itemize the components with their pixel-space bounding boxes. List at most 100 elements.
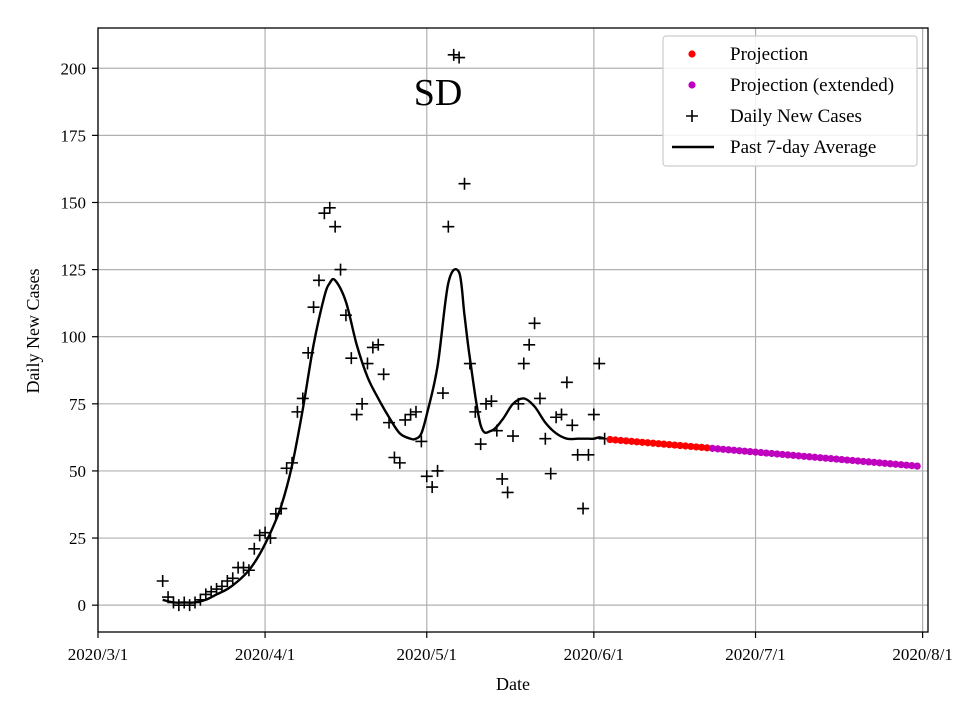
data-point [356, 397, 369, 410]
legend-label: Projection [730, 44, 809, 65]
data-point [875, 459, 884, 467]
data-point [622, 437, 630, 445]
legend-item: Past 7-day Average [672, 137, 876, 158]
axis-ticks: 2020/3/1 2020/4/1 2020/5/1 2020/6/1 2020/7/1… [61, 59, 953, 664]
data-point [881, 459, 889, 467]
data-point [789, 451, 797, 459]
data-point [490, 424, 503, 437]
data-point [183, 599, 196, 612]
data-point [560, 376, 573, 389]
data-point [178, 596, 191, 609]
y-tick-label: 25 [69, 529, 86, 548]
data-point [768, 449, 776, 458]
legend-box [662, 35, 918, 167]
data-point [892, 460, 900, 468]
x-tick-label: 2020/8/1 [892, 645, 952, 664]
data-point [539, 432, 552, 445]
data-point [795, 452, 803, 460]
data-point [501, 486, 514, 499]
data-point [388, 451, 401, 464]
data-point [480, 397, 493, 410]
data-point [660, 440, 668, 448]
data-point [773, 450, 781, 458]
data-point [210, 583, 223, 596]
data-point [703, 444, 711, 452]
data-point [226, 572, 239, 585]
data-point [681, 442, 690, 450]
data-point [587, 408, 600, 421]
series-projection-extended [708, 444, 921, 470]
data-point [724, 446, 733, 454]
data-point [162, 591, 175, 604]
data-point [329, 220, 342, 233]
y-tick-label: 50 [69, 462, 86, 481]
data-point [665, 441, 673, 449]
data-point [409, 405, 422, 418]
data-point [533, 392, 546, 405]
data-point [172, 599, 185, 612]
data-point [638, 438, 646, 446]
data-point [286, 456, 299, 469]
data-point [156, 574, 169, 587]
x-tick-label: 2020/7/1 [725, 645, 785, 664]
data-point [415, 435, 428, 448]
y-tick-label: 125 [61, 261, 87, 280]
data-point [550, 411, 563, 424]
data-point [215, 580, 228, 593]
data-point [735, 447, 743, 455]
data-point [517, 357, 530, 370]
data-point [644, 439, 652, 447]
data-point [751, 448, 760, 456]
data-point [811, 453, 819, 461]
y-axis-label: Daily New Cases [23, 269, 43, 394]
data-point [350, 408, 363, 421]
data-point [194, 593, 207, 606]
data-point [345, 352, 358, 365]
plot-frame [97, 27, 929, 633]
data-point [237, 561, 250, 574]
chart-title: SD [414, 72, 463, 114]
x-tick-label: 2020/6/1 [564, 645, 624, 664]
series-line-past-7-day-average [162, 268, 605, 604]
data-point [318, 207, 331, 220]
data-point [762, 449, 770, 457]
data-point [420, 470, 433, 483]
data-point [606, 435, 614, 444]
data-point [447, 48, 460, 61]
data-point [757, 448, 765, 457]
data-point [838, 455, 846, 464]
data-point [291, 405, 304, 418]
data-point [399, 413, 412, 426]
data-point [827, 455, 835, 463]
data-point [778, 450, 787, 459]
data-point [719, 445, 727, 453]
data-point [886, 460, 894, 468]
data-point [708, 444, 717, 452]
y-tick-label: 175 [61, 126, 87, 145]
data-point [366, 341, 379, 354]
data-point [714, 445, 722, 453]
y-tick-label: 75 [69, 395, 86, 414]
data-point [805, 453, 814, 461]
data-point [372, 338, 385, 351]
data-point [523, 338, 536, 351]
data-point [854, 457, 862, 465]
data-point [741, 447, 749, 455]
data-point [507, 430, 519, 443]
data-point [848, 456, 857, 465]
data-point [633, 438, 641, 446]
data-point [671, 441, 679, 449]
data-point [302, 346, 315, 359]
legend-marker-dot [688, 81, 696, 89]
data-point [687, 442, 695, 451]
data-point [296, 392, 309, 405]
data-point [897, 461, 905, 469]
legend-item: Projection [688, 44, 809, 65]
x-tick-label: 2020/4/1 [235, 645, 295, 664]
series-projection [606, 435, 711, 452]
data-point [627, 437, 636, 445]
data-point [463, 357, 476, 370]
data-point [843, 456, 851, 464]
data-point [593, 357, 606, 370]
